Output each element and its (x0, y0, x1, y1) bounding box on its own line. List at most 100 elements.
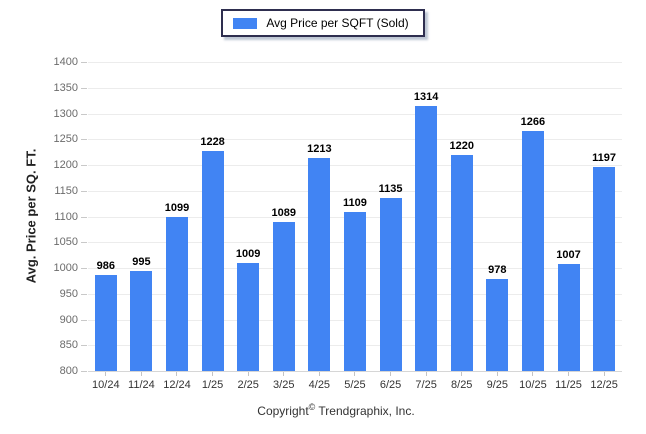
bar (593, 166, 616, 371)
x-axis-tick-label: 1/25 (201, 379, 224, 391)
x-axis-slot: 3/25 (266, 372, 302, 391)
bar-slot: 1135 (373, 62, 409, 371)
gridline (88, 190, 622, 192)
x-axis-slot: 9/25 (480, 372, 516, 391)
x-axis-tick (603, 372, 605, 376)
bar (343, 211, 366, 371)
legend-label: Avg Price per SQFT (Sold) (266, 16, 409, 30)
bar (557, 264, 580, 371)
y-axis-tick (81, 319, 87, 321)
bar-slot: 986 (88, 62, 124, 371)
bar (130, 270, 153, 371)
x-axis-tick (496, 372, 498, 376)
x-axis-tick-label: 12/24 (163, 379, 191, 391)
y-axis-tick-label: 1050 (53, 236, 78, 249)
bar-slot: 1220 (444, 62, 480, 371)
x-axis-tick (283, 372, 285, 376)
y-axis-tick (81, 371, 87, 372)
bar (94, 275, 117, 371)
x-axis-tick-label: 2/25 (237, 379, 259, 391)
x-axis-slot: 1/25 (195, 372, 231, 391)
x-axis-tick (568, 372, 570, 376)
y-axis-tick (81, 345, 87, 347)
bar-value-label: 995 (132, 255, 151, 268)
y-axis-tick-label: 1150 (54, 184, 78, 197)
x-axis-slot: 10/25 (515, 372, 551, 391)
legend-container: Avg Price per SQFT (Sold) (0, 9, 646, 37)
y-axis-tick-label: 900 (59, 313, 78, 326)
bar-value-label: 978 (488, 264, 507, 277)
y-axis-tick-label: 1400 (53, 56, 78, 68)
x-axis-slot: 6/25 (373, 372, 409, 391)
bar-slot: 1266 (515, 62, 551, 371)
bar (201, 150, 224, 371)
bar-value-label: 1099 (164, 202, 190, 215)
bar (415, 106, 438, 371)
x-axis-slot: 4/25 (302, 372, 338, 391)
copyright-company: Trendgraphix, Inc. (318, 404, 415, 418)
x-axis-slot: 12/25 (586, 372, 622, 391)
bar (486, 279, 509, 371)
bar-value-label: 1314 (413, 91, 439, 104)
y-axis-tick (81, 113, 87, 115)
x-axis-tick (318, 372, 320, 376)
y-axis-tick-label: 850 (59, 339, 78, 352)
x-axis-tick-label: 12/25 (590, 379, 618, 391)
legend-swatch-icon (233, 17, 258, 29)
bar-slot: 1213 (302, 62, 338, 371)
x-axis-slot: 5/25 (337, 372, 373, 391)
bar (272, 222, 295, 371)
y-axis-tick (81, 216, 87, 218)
x-axis-tick (354, 372, 356, 376)
bars-container: 986 995 1099 1228 1009 1089 1213 1109 1135 1314 12… (88, 62, 622, 371)
y-axis-tick (81, 139, 87, 141)
bar-slot: 978 (480, 62, 516, 371)
x-axis-slot: 7/25 (408, 372, 444, 391)
x-axis-tick-label: 11/25 (555, 379, 582, 391)
bar (308, 158, 331, 371)
gridline (88, 165, 622, 167)
x-axis-tick-label: 3/25 (273, 379, 295, 391)
y-axis-tick-label: 1200 (53, 159, 78, 172)
x-axis-tick-label: 10/25 (519, 379, 547, 391)
y-axis-tick (81, 190, 87, 192)
x-axis-slot: 12/24 (159, 372, 195, 391)
x-axis-slot: 10/24 (88, 372, 124, 391)
bar-value-label: 1109 (343, 196, 367, 209)
copyright-text: Copyright© Trendgraphix, Inc. (0, 402, 646, 418)
bar (521, 131, 544, 371)
bar-slot: 1109 (337, 62, 373, 371)
y-axis-tick (81, 165, 87, 167)
x-axis-tick-label: 9/25 (486, 379, 509, 391)
y-axis-tick (81, 62, 87, 63)
x-axis-slot: 2/25 (230, 372, 266, 391)
bar-slot: 995 (124, 62, 160, 371)
bar-slot: 1228 (195, 62, 231, 371)
y-axis-tick-label: 1300 (53, 107, 78, 120)
bar-slot: 1007 (551, 62, 587, 371)
x-axis-tick (425, 372, 427, 376)
bar (237, 263, 260, 371)
x-axis-tick-label: 8/25 (451, 379, 473, 391)
x-axis-labels: 10/24 11/24 12/24 1/25 2/25 3/25 4/25 5/25 6/25 7… (88, 372, 622, 391)
y-axis-tick (81, 268, 87, 270)
bar-slot: 1314 (408, 62, 444, 371)
gridline (88, 139, 622, 141)
x-axis-tick-label: 10/24 (92, 379, 120, 391)
x-axis-tick-label: 6/25 (379, 379, 402, 391)
bar-value-label: 1089 (271, 207, 296, 220)
y-axis-tick (81, 293, 87, 295)
y-axis-tick-label: 1250 (53, 133, 78, 146)
bar-value-label: 1007 (556, 249, 581, 262)
bar (165, 217, 188, 371)
bar-value-label: 986 (96, 260, 115, 273)
bar-value-label: 1135 (378, 183, 403, 196)
y-axis-tick-label: 1000 (53, 262, 78, 275)
x-axis-tick-label: 11/24 (128, 379, 155, 391)
x-axis-tick-label: 4/25 (308, 379, 331, 391)
x-axis-tick (390, 372, 392, 376)
copyright-prefix: Copyright (257, 404, 309, 418)
bar (450, 154, 473, 371)
x-axis-tick (461, 372, 463, 376)
